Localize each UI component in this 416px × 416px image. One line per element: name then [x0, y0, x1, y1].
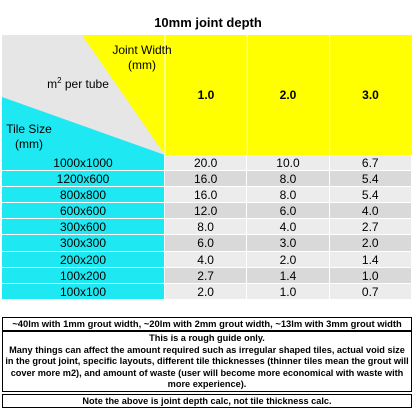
tile-size-cell: 1200x600	[2, 171, 165, 188]
value-cell: 6.0	[165, 235, 248, 252]
tile-size-cell: 300x300	[2, 235, 165, 252]
table-row: 200x200 4.0 2.0 1.4	[2, 251, 412, 268]
header-background	[2, 35, 412, 155]
tile-size-cell: 300x600	[2, 219, 165, 236]
table-row: 800x800 16.0 8.0 5.4	[2, 187, 412, 204]
table-row: 100x200 2.7 1.4 1.0	[2, 267, 412, 284]
tile-size-label-line2: (mm)	[15, 137, 43, 151]
value-cell: 3.0	[247, 235, 330, 252]
value-cell: 10.0	[247, 155, 330, 172]
column-header-1mm: 1.0	[197, 88, 215, 102]
value-cell: 0.7	[329, 283, 412, 300]
column-header-2mm: 2.0	[279, 88, 297, 102]
tile-size-cell: 100x100	[2, 283, 165, 300]
joint-width-label-line2: (mm)	[128, 58, 156, 72]
value-cell: 2.7	[329, 219, 412, 236]
value-cell: 16.0	[165, 171, 248, 188]
tile-size-cell: 100x200	[2, 267, 165, 284]
value-cell: 4.0	[329, 203, 412, 220]
tile-size-label-line1: Tile Size	[6, 122, 52, 136]
value-cell: 6.7	[329, 155, 412, 172]
value-cell: 8.0	[247, 187, 330, 204]
table-row: 100x100 2.0 1.0 0.7	[2, 283, 412, 300]
value-cell: 2.7	[165, 267, 248, 284]
m2-superscript: 2	[57, 76, 62, 85]
value-cell: 1.0	[329, 267, 412, 284]
page-title: 10mm joint depth	[154, 15, 262, 30]
rough-guide-heading: This is a rough guide only.	[149, 333, 265, 343]
joint-width-label-line1: Joint Width	[112, 43, 172, 57]
column-header-3mm: 3.0	[362, 88, 379, 102]
rough-guide-note: This is a rough guide only. Many things …	[2, 331, 412, 392]
value-cell: 2.0	[247, 251, 330, 268]
value-cell: 5.4	[329, 187, 412, 204]
table-row: 600x600 12.0 6.0 4.0	[2, 203, 412, 220]
table-header: Joint Width (mm) m2 per tube Tile Size (…	[2, 35, 412, 155]
value-cell: 5.4	[329, 171, 412, 188]
value-cell: 6.0	[247, 203, 330, 220]
value-cell: 20.0	[165, 155, 248, 172]
value-cell: 12.0	[165, 203, 248, 220]
table-row: 300x600 8.0 4.0 2.7	[2, 219, 412, 236]
table-row: 1200x600 16.0 8.0 5.4	[2, 171, 412, 188]
value-cell: 1.4	[247, 267, 330, 284]
joint-width-label: Joint Width (mm)	[112, 43, 172, 73]
grout-width-note: ~40lm with 1mm grout width, ~20lm with 2…	[2, 317, 412, 331]
value-cell: 1.0	[247, 283, 330, 300]
tile-size-cell: 800x800	[2, 187, 165, 204]
footer-note: Note the above is joint depth calc, not …	[2, 394, 412, 408]
value-cell: 8.0	[247, 171, 330, 188]
table-row: 300x300 6.0 3.0 2.0	[2, 235, 412, 252]
tile-size-cell: 200x200	[2, 251, 165, 268]
tile-size-cell: 600x600	[2, 203, 165, 220]
value-cell: 1.4	[329, 251, 412, 268]
value-cell: 8.0	[165, 219, 248, 236]
m2-suffix: per tube	[61, 77, 109, 91]
value-cell: 4.0	[247, 219, 330, 236]
m2-per-tube-label: m2 per tube	[38, 73, 118, 92]
coverage-table: 1000x1000 20.0 10.0 6.7 1200x600 16.0 8.…	[2, 155, 412, 300]
value-cell: 16.0	[165, 187, 248, 204]
table-row: 1000x1000 20.0 10.0 6.7	[2, 155, 412, 172]
rough-guide-details: Many things can affect the amount requir…	[5, 344, 409, 390]
tile-size-label: Tile Size (mm)	[4, 122, 54, 152]
m2-prefix: m	[47, 77, 58, 91]
value-cell: 2.0	[165, 283, 248, 300]
value-cell: 2.0	[329, 235, 412, 252]
value-cell: 4.0	[165, 251, 248, 268]
tile-size-cell: 1000x1000	[2, 155, 165, 172]
